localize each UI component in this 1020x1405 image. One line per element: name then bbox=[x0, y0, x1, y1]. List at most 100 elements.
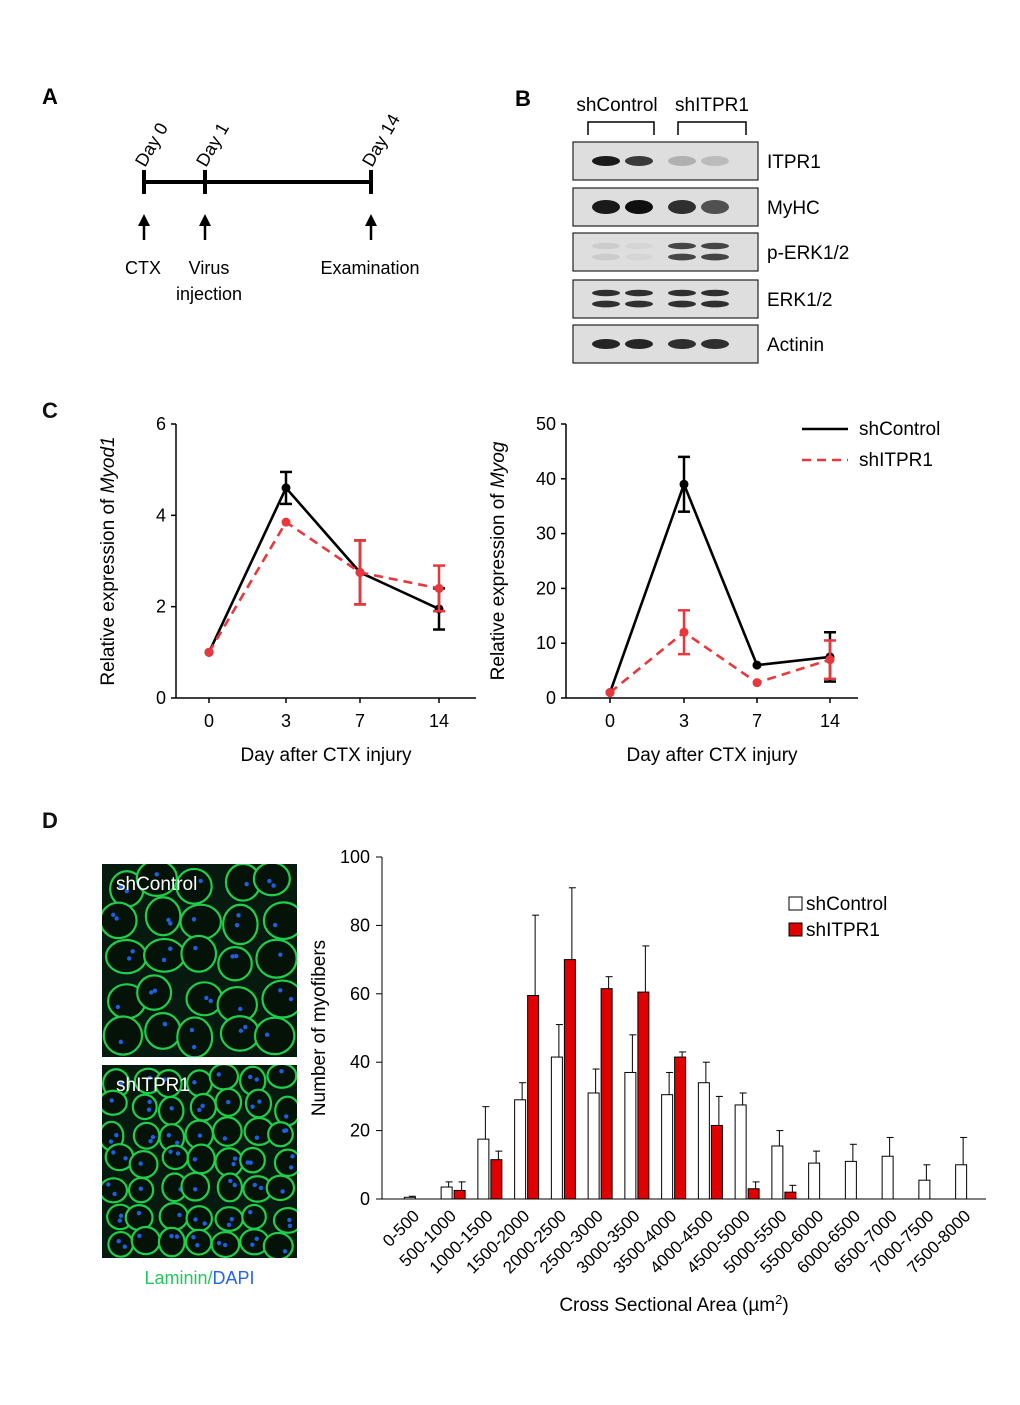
nucleus bbox=[264, 1032, 270, 1037]
wb-band-erk1-2-upper bbox=[625, 289, 653, 297]
nucleus bbox=[244, 881, 249, 887]
nucleus bbox=[169, 1233, 174, 1239]
nucleus bbox=[166, 1132, 172, 1138]
myofiber-outline bbox=[185, 1205, 213, 1233]
bar-shcontrol bbox=[624, 1071, 637, 1200]
nucleus bbox=[175, 1140, 180, 1146]
x-axis-title: Cross Sectional Area (µm2) bbox=[559, 1292, 788, 1316]
myofiber-outline bbox=[262, 1231, 294, 1258]
nucleus bbox=[192, 1187, 198, 1192]
y-tick-label: 100 bbox=[340, 847, 370, 867]
nucleus bbox=[168, 946, 173, 951]
panel-b-western-blot: B shControl shITPR1 ITPR1 MyHC p-ERK1/2 ERK… bbox=[515, 86, 849, 364]
myofiber-outline bbox=[267, 1121, 294, 1148]
myofiber-outline bbox=[272, 1206, 297, 1234]
nucleus bbox=[136, 1210, 142, 1216]
myofiber-outline bbox=[180, 1171, 211, 1202]
event-examination: Examination bbox=[320, 258, 419, 278]
myofiber-outline bbox=[180, 934, 218, 973]
micrograph-shitpr1: shITPR1 bbox=[102, 1065, 297, 1258]
micrograph-shcontrol-label: shControl bbox=[116, 874, 198, 895]
nucleus bbox=[250, 1104, 255, 1109]
nucleus bbox=[252, 1182, 257, 1188]
myofiber-outline bbox=[214, 1206, 244, 1232]
nucleus bbox=[202, 1221, 207, 1226]
data-point-shitpr1 bbox=[825, 655, 835, 665]
bar-shitpr1 bbox=[747, 1188, 760, 1200]
nucleus bbox=[216, 1240, 222, 1246]
y-axis-title: Relative expression of Myog bbox=[490, 441, 509, 680]
y-tick-label: 2 bbox=[156, 597, 166, 617]
myofiber-outline bbox=[102, 1015, 144, 1056]
bar-shcontrol bbox=[440, 1186, 453, 1200]
timeline-day1-label: Day 1 bbox=[192, 119, 233, 170]
legend-label-shitpr1: shITPR1 bbox=[806, 920, 880, 941]
series-line-shcontrol bbox=[207, 485, 440, 653]
y-tick-label: 60 bbox=[350, 984, 370, 1004]
myofiber-outline bbox=[158, 1202, 189, 1231]
bar-shitpr1 bbox=[490, 1159, 503, 1200]
myofiber-outline bbox=[273, 1148, 297, 1178]
nucleus bbox=[108, 1139, 114, 1144]
nucleus bbox=[250, 1242, 255, 1247]
wb-band-p-erk1-2-lower bbox=[625, 253, 653, 261]
bar-shitpr1 bbox=[563, 959, 576, 1200]
nucleus bbox=[149, 990, 154, 995]
x-tick-label: 0 bbox=[605, 711, 615, 731]
panel-a-label: A bbox=[42, 84, 58, 109]
nucleus bbox=[130, 949, 135, 954]
wb-bracket-shcontrol bbox=[587, 121, 655, 135]
nucleus bbox=[197, 1133, 203, 1138]
nucleus bbox=[116, 1238, 121, 1244]
myofiber-outline bbox=[144, 1012, 182, 1050]
nucleus bbox=[243, 1024, 248, 1030]
nucleus bbox=[254, 1236, 259, 1241]
nucleus bbox=[193, 1217, 198, 1222]
myofiber-outline bbox=[102, 1177, 129, 1204]
nucleus bbox=[192, 1157, 198, 1162]
wb-band-myhc bbox=[592, 200, 620, 214]
nucleus bbox=[282, 1249, 288, 1254]
bar-shcontrol bbox=[918, 1179, 931, 1200]
nucleus bbox=[278, 952, 283, 957]
wb-label-myhc: MyHC bbox=[767, 198, 820, 219]
nucleus bbox=[271, 883, 276, 888]
nucleus bbox=[162, 1021, 168, 1027]
wb-band-erk1-2-upper bbox=[668, 289, 696, 297]
wb-band-p-erk1-2-lower bbox=[592, 253, 620, 261]
nucleus bbox=[122, 1244, 128, 1249]
data-point-shcontrol bbox=[679, 479, 689, 489]
wb-band-erk1-2-lower bbox=[592, 300, 620, 308]
nucleus bbox=[152, 988, 158, 993]
myofiber-outline bbox=[255, 938, 297, 979]
nucleus bbox=[229, 1216, 234, 1222]
wb-band-erk1-2-lower bbox=[625, 300, 653, 308]
timeline-arrows bbox=[138, 214, 377, 240]
nucleus bbox=[279, 1069, 284, 1074]
nucleus bbox=[138, 1161, 143, 1166]
y-tick-label: 80 bbox=[350, 915, 370, 935]
nucleus bbox=[168, 921, 173, 926]
wb-band-actinin bbox=[625, 339, 653, 349]
series-line-shitpr1 bbox=[609, 630, 831, 694]
nucleus bbox=[248, 1074, 253, 1080]
y-tick-label: 0 bbox=[360, 1189, 370, 1209]
nucleus bbox=[287, 1217, 292, 1223]
y-axis-title: Number of myofibers bbox=[309, 940, 330, 1116]
bar-shitpr1 bbox=[710, 1124, 723, 1200]
y-tick-label: 0 bbox=[156, 688, 166, 708]
bar-shcontrol bbox=[477, 1138, 490, 1200]
myofiber-outline bbox=[212, 1116, 243, 1147]
data-point-shitpr1 bbox=[605, 688, 615, 698]
wb-band-p-erk1-2-lower bbox=[701, 253, 729, 261]
bar-shcontrol bbox=[955, 1164, 968, 1200]
bar-shcontrol bbox=[734, 1104, 747, 1200]
nucleus bbox=[238, 1028, 244, 1033]
myofiber-outline bbox=[274, 1095, 297, 1127]
myofiber-outline bbox=[135, 864, 178, 898]
series-line-shcontrol bbox=[608, 480, 831, 693]
myofiber-outline bbox=[157, 1095, 185, 1126]
panel-d-label: D bbox=[42, 808, 58, 833]
nucleus bbox=[168, 1149, 173, 1154]
